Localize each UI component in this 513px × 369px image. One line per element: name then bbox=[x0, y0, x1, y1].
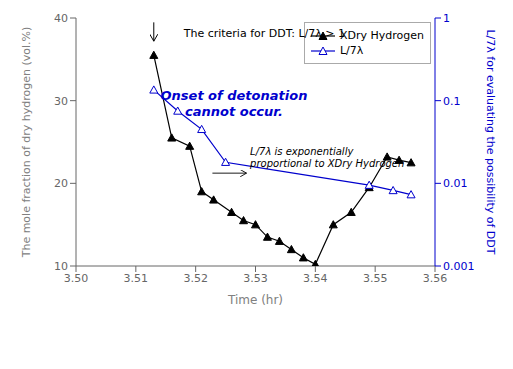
svg-text:10: 10 bbox=[54, 260, 68, 273]
svg-text:1: 1 bbox=[443, 12, 450, 25]
svg-text:3.51: 3.51 bbox=[124, 272, 149, 285]
svg-text:3.56: 3.56 bbox=[423, 272, 448, 285]
svg-text:3.52: 3.52 bbox=[183, 272, 208, 285]
html-text:L/7λ: L/7λ bbox=[340, 44, 364, 57]
svg-text:Time (hr): Time (hr) bbox=[227, 293, 283, 307]
svg-text:3.53: 3.53 bbox=[243, 272, 268, 285]
svg-text:3.50: 3.50 bbox=[64, 272, 89, 285]
html-text:XDry Hydrogen: XDry Hydrogen bbox=[340, 29, 424, 42]
html-text:The criteria for DDT: L/7λ > 1: The criteria for DDT: L/7λ > 1 bbox=[183, 26, 345, 40]
html-text:L/7λ is exponentially: L/7λ is exponentially bbox=[250, 145, 354, 157]
svg-text:20: 20 bbox=[54, 177, 68, 190]
svg-text:The mole fraction of dry hydro: The mole fraction of dry hydrogen (vol.%… bbox=[20, 27, 33, 259]
svg-text:3.55: 3.55 bbox=[363, 272, 388, 285]
svg-text:0.1: 0.1 bbox=[443, 95, 461, 108]
svg-text:L/7λ for evaluating the possib: L/7λ for evaluating the possibility of D… bbox=[484, 29, 497, 254]
html-text:Onset of detonation: Onset of detonation bbox=[160, 87, 308, 103]
svg-text:3.54: 3.54 bbox=[303, 272, 328, 285]
svg-text:0.01: 0.01 bbox=[443, 177, 468, 190]
html-text:cannot occur.: cannot occur. bbox=[185, 103, 283, 119]
svg-text:30: 30 bbox=[54, 95, 68, 108]
svg-text:0.001: 0.001 bbox=[443, 260, 475, 273]
svg-text:40: 40 bbox=[54, 12, 68, 25]
html-text:proportional to XDry Hydrogen: proportional to XDry Hydrogen bbox=[250, 158, 405, 170]
